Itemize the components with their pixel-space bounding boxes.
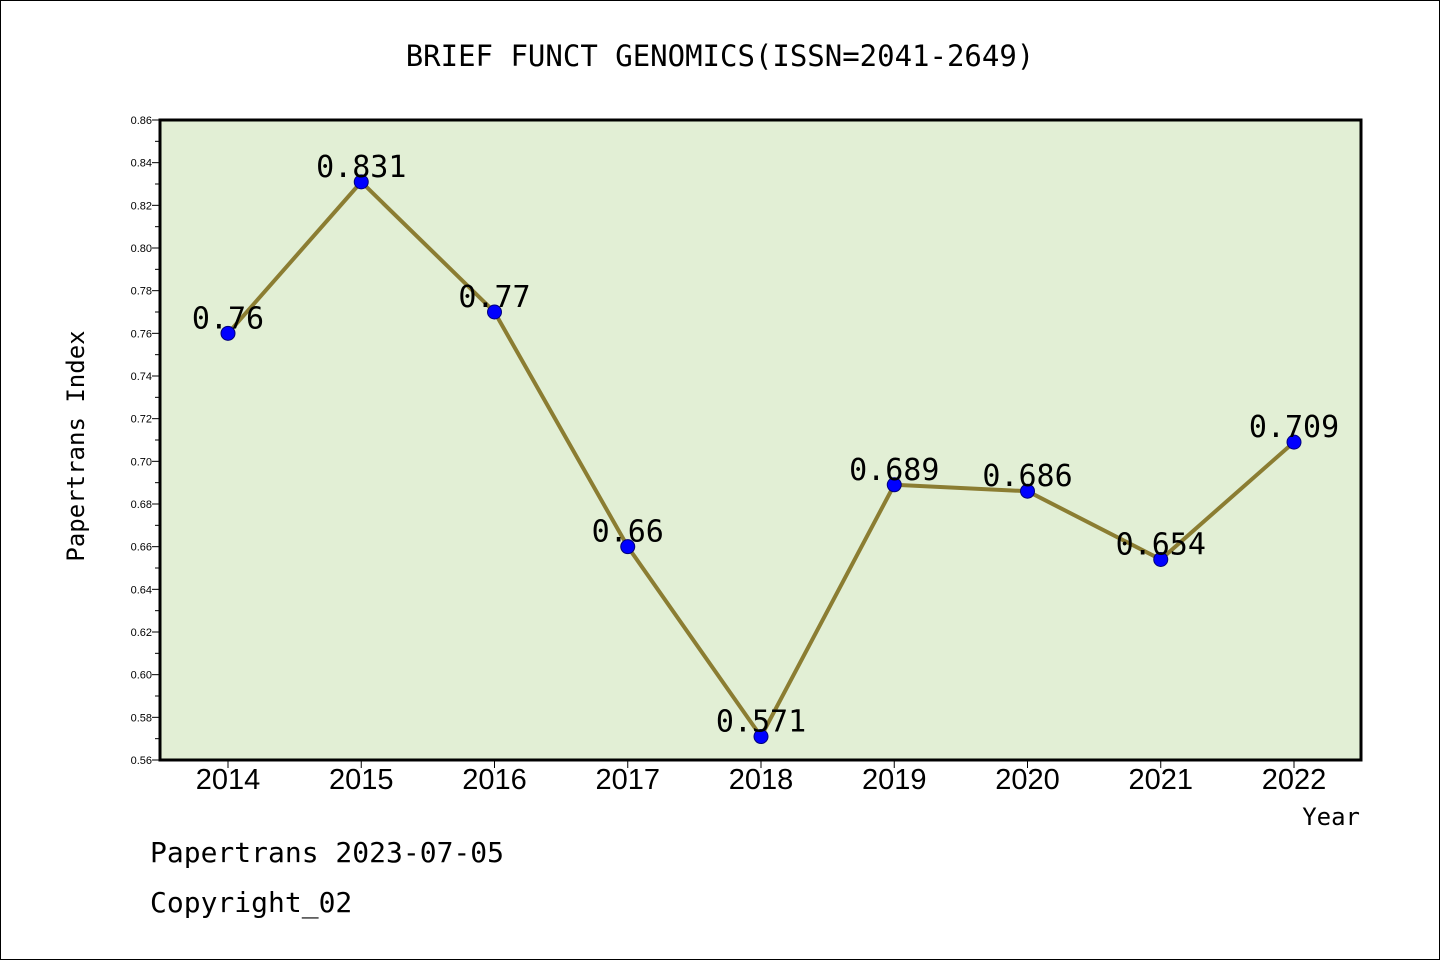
data-label: 0.709 <box>1249 410 1339 445</box>
data-point <box>620 539 636 555</box>
x-tick-label: 2020 <box>995 764 1060 796</box>
footer-copyright: Copyright_02 <box>150 886 353 919</box>
plot-area <box>160 120 1361 760</box>
x-axis-title: Year <box>1302 803 1360 831</box>
x-tick-label: 2016 <box>462 764 527 796</box>
data-point <box>753 729 769 745</box>
y-tick-label: 0.64 <box>131 584 152 596</box>
x-axis-ticks: 2014 2015 2016 2017 2018 2019 2020 2021 2022 <box>196 760 1327 796</box>
y-tick-label: 0.66 <box>131 542 152 554</box>
y-tick-label: 0.62 <box>131 627 152 639</box>
y-tick-label: 0.82 <box>131 200 152 212</box>
x-tick-label: 2019 <box>862 764 927 796</box>
x-tick-label: 2022 <box>1262 764 1327 796</box>
data-label: 0.686 <box>982 459 1072 494</box>
data-label: 0.831 <box>316 150 406 185</box>
y-tick-label: 0.60 <box>131 670 152 682</box>
y-tick-label: 0.58 <box>131 712 152 724</box>
y-tick-label: 0.76 <box>131 328 152 340</box>
data-label: 0.66 <box>592 515 664 550</box>
y-tick-label: 0.74 <box>131 371 152 383</box>
y-tick-label: 0.56 <box>131 755 152 767</box>
data-label: 0.76 <box>192 301 264 336</box>
y-tick-label: 0.68 <box>131 499 152 511</box>
y-tick-label: 0.84 <box>131 158 152 170</box>
data-point <box>1153 551 1169 567</box>
data-point <box>886 477 902 493</box>
y-axis-title: Papertrans Index <box>62 330 90 561</box>
x-tick-label: 2015 <box>329 764 394 796</box>
y-tick-label: 0.72 <box>131 414 152 426</box>
data-point <box>487 304 502 320</box>
x-tick-label: 2014 <box>196 764 261 796</box>
y-tick-label: 0.86 <box>131 115 152 127</box>
chart-title: BRIEF FUNCT GENOMICS(ISSN=2041-2649) <box>406 39 1035 73</box>
data-label: 0.77 <box>458 280 530 315</box>
data-point <box>220 325 236 341</box>
data-label: 0.654 <box>1116 527 1206 562</box>
x-tick-label: 2017 <box>595 764 660 796</box>
x-tick-label: 2018 <box>729 764 794 796</box>
y-tick-label: 0.80 <box>131 243 152 255</box>
plot-border <box>158 118 1363 762</box>
x-tick-label: 2021 <box>1128 764 1193 796</box>
y-axis-ticks: 0.56 0.58 0.60 0.62 0.64 0.66 0.68 0.70 0.72 0.74… <box>131 115 160 767</box>
y-tick-label: 0.70 <box>131 456 152 468</box>
data-point <box>1286 434 1302 450</box>
footer-date: Papertrans 2023-07-05 <box>150 836 505 869</box>
data-point <box>353 174 369 190</box>
data-point <box>1020 483 1035 499</box>
y-tick-label: 0.78 <box>131 286 152 298</box>
data-points <box>220 174 1302 745</box>
data-labels: 0.76 0.831 0.77 0.66 0.571 0.689 0.686 0.654 0.7… <box>192 150 1339 740</box>
data-label: 0.571 <box>716 705 806 740</box>
data-label: 0.689 <box>849 453 939 488</box>
